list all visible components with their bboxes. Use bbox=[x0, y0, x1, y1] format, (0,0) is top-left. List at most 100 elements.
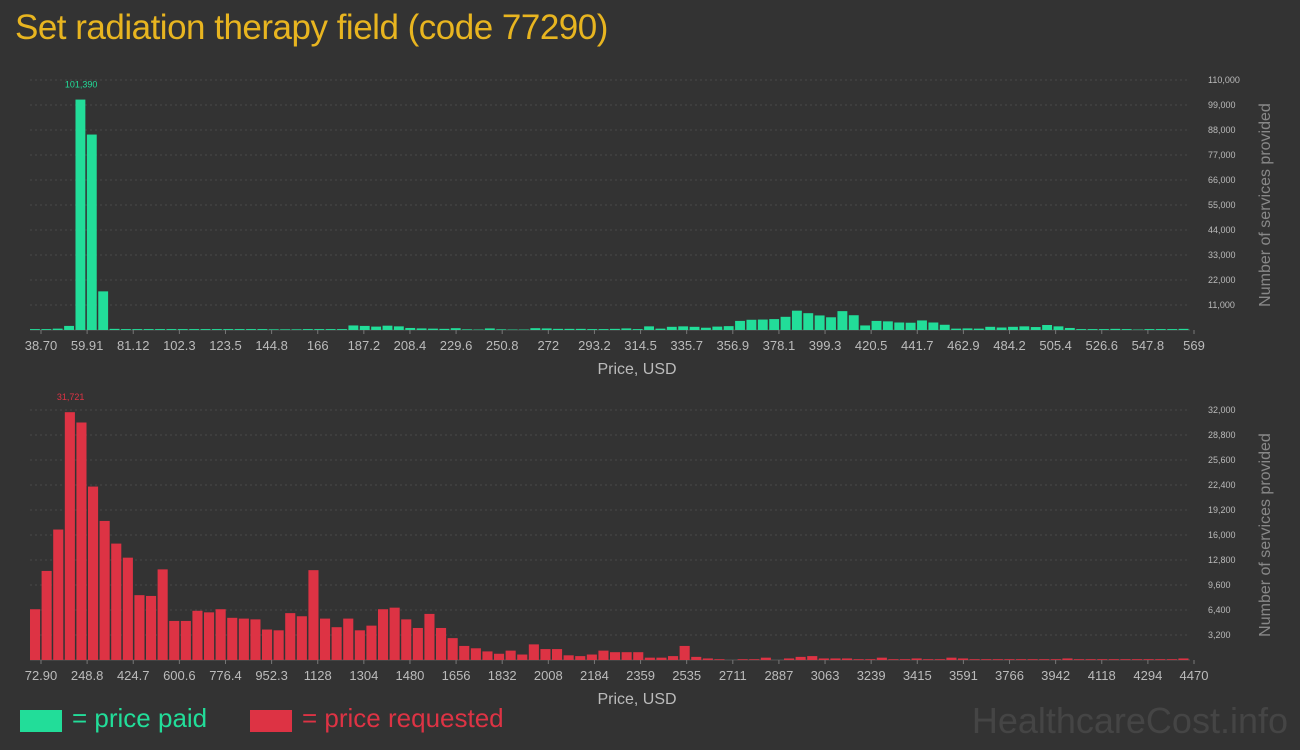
paid-x-tick-label: 38.70 bbox=[25, 338, 58, 353]
requested-bar bbox=[842, 658, 853, 660]
requested-bar bbox=[668, 656, 679, 660]
requested-bar bbox=[238, 618, 249, 660]
paid-bar bbox=[564, 328, 575, 330]
paid-x-tick-label: 378.1 bbox=[763, 338, 796, 353]
requested-bar bbox=[366, 625, 377, 660]
requested-bar bbox=[273, 630, 284, 660]
paid-bar bbox=[644, 326, 654, 330]
paid-bar bbox=[712, 326, 723, 330]
requested-x-tick-label: 3591 bbox=[949, 668, 978, 683]
requested-bar bbox=[262, 629, 273, 660]
requested-bar bbox=[447, 638, 458, 660]
requested-x-tick-label: 424.7 bbox=[117, 668, 150, 683]
paid-bar bbox=[1121, 329, 1132, 330]
requested-x-tick-label: 2535 bbox=[672, 668, 701, 683]
requested-x-tick-label: 2008 bbox=[534, 668, 563, 683]
requested-bar bbox=[204, 612, 215, 660]
paid-bar bbox=[75, 99, 86, 331]
requested-bar bbox=[633, 652, 644, 660]
paid-bar bbox=[291, 329, 302, 330]
requested-bar bbox=[250, 619, 261, 660]
paid-bar bbox=[450, 328, 461, 330]
requested-bar bbox=[424, 613, 435, 660]
requested-bar bbox=[354, 630, 365, 660]
requested-bar bbox=[308, 570, 319, 660]
requested-bar bbox=[981, 659, 992, 660]
paid-bar bbox=[700, 327, 711, 330]
paid-y-tick-label: 99,000 bbox=[1208, 100, 1236, 110]
paid-bar bbox=[621, 328, 632, 330]
requested-bar bbox=[470, 648, 481, 660]
paid-bar bbox=[177, 329, 188, 330]
requested-bar bbox=[621, 652, 632, 660]
paid-bar bbox=[871, 320, 882, 330]
paid-bar bbox=[1087, 329, 1098, 330]
paid-bar bbox=[1076, 329, 1087, 330]
paid-x-axis-label: Price, USD bbox=[597, 361, 676, 378]
paid-x-tick-label: 484.2 bbox=[993, 338, 1026, 353]
requested-y-tick-label: 6,400 bbox=[1208, 605, 1231, 615]
paid-y-axis-label: Number of services provided bbox=[1257, 103, 1274, 307]
requested-y-tick-label: 22,400 bbox=[1208, 480, 1236, 490]
paid-x-tick-label: 187.2 bbox=[348, 338, 381, 353]
requested-x-tick-label: 3766 bbox=[995, 668, 1024, 683]
requested-bar bbox=[575, 656, 586, 660]
paid-bar bbox=[1110, 328, 1121, 330]
paid-bar bbox=[678, 326, 689, 330]
requested-x-tick-label: 1656 bbox=[442, 668, 471, 683]
paid-x-tick-label: 356.9 bbox=[717, 338, 750, 353]
requested-bar bbox=[1027, 659, 1038, 660]
paid-bar bbox=[30, 329, 40, 330]
requested-bar bbox=[853, 659, 864, 660]
paid-bar bbox=[223, 329, 234, 330]
paid-bar bbox=[280, 329, 291, 330]
paid-bar bbox=[86, 134, 97, 330]
requested-bar bbox=[401, 619, 412, 660]
requested-bar bbox=[737, 659, 748, 660]
paid-bar bbox=[666, 326, 677, 330]
requested-x-tick-label: 4294 bbox=[1133, 668, 1162, 683]
requested-x-tick-label: 952.3 bbox=[255, 668, 288, 683]
requested-bar bbox=[540, 649, 551, 660]
requested-bar bbox=[1050, 659, 1061, 660]
paid-bar bbox=[530, 328, 541, 330]
paid-bar bbox=[746, 319, 757, 330]
requested-bar bbox=[911, 658, 922, 660]
requested-x-tick-label: 776.4 bbox=[209, 668, 242, 683]
legend-requested-swatch bbox=[250, 710, 292, 732]
paid-bar bbox=[143, 329, 154, 330]
requested-x-tick-label: 248.8 bbox=[71, 668, 104, 683]
requested-bar bbox=[517, 654, 528, 660]
paid-x-tick-label: 144.8 bbox=[255, 338, 288, 353]
requested-bar bbox=[656, 657, 667, 660]
paid-x-tick-label: 420.5 bbox=[855, 338, 888, 353]
paid-bar bbox=[98, 291, 109, 330]
paid-bar bbox=[951, 328, 962, 330]
paid-x-tick-label: 569 bbox=[1183, 338, 1205, 353]
requested-bar bbox=[331, 627, 342, 660]
requested-peak-label: 31,721 bbox=[57, 392, 85, 402]
paid-bar bbox=[610, 328, 620, 330]
paid-bar bbox=[1019, 326, 1030, 330]
requested-y-tick-label: 28,800 bbox=[1208, 430, 1236, 440]
requested-bar bbox=[586, 654, 597, 660]
paid-bar bbox=[1008, 326, 1018, 330]
page-title: Set radiation therapy field (code 77290) bbox=[15, 8, 608, 47]
paid-bar bbox=[848, 315, 859, 330]
paid-bar bbox=[598, 329, 609, 330]
requested-bar bbox=[343, 618, 354, 660]
requested-bar bbox=[923, 659, 934, 660]
requested-bar bbox=[227, 617, 238, 660]
paid-y-tick-label: 88,000 bbox=[1208, 125, 1236, 135]
paid-bar bbox=[257, 329, 268, 330]
paid-x-tick-label: 208.4 bbox=[394, 338, 427, 353]
requested-bar bbox=[946, 657, 957, 660]
requested-y-tick-label: 19,200 bbox=[1208, 505, 1236, 515]
paid-bar bbox=[416, 328, 427, 330]
requested-bar bbox=[1155, 659, 1166, 660]
paid-bar bbox=[587, 329, 598, 330]
paid-bar bbox=[189, 329, 200, 330]
paid-bar bbox=[860, 325, 871, 330]
requested-x-tick-label: 1480 bbox=[395, 668, 424, 683]
requested-bar bbox=[818, 658, 829, 660]
